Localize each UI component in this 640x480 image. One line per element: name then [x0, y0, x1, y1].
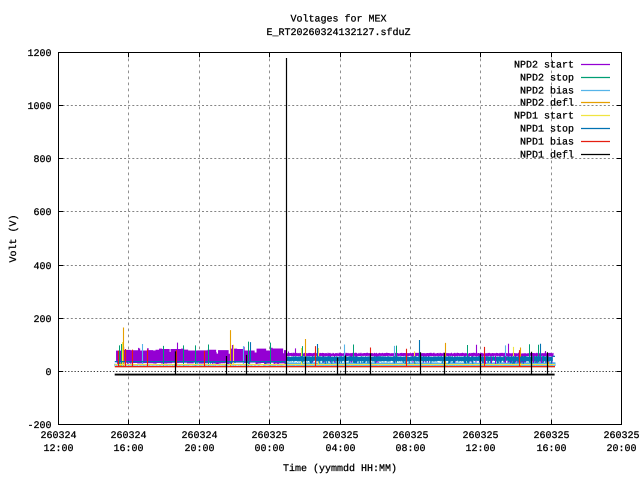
- svg-text:NPD1 bias: NPD1 bias: [520, 137, 574, 149]
- svg-text:400: 400: [33, 262, 51, 273]
- svg-text:NPD1 stop: NPD1 stop: [520, 125, 574, 136]
- svg-text:260325: 260325: [603, 431, 639, 442]
- svg-text:260324: 260324: [110, 431, 146, 442]
- svg-text:1000: 1000: [27, 102, 51, 113]
- svg-text:800: 800: [33, 155, 51, 166]
- svg-text:Time (yymmdd HH:MM): Time (yymmdd HH:MM): [283, 463, 397, 475]
- svg-text:NPD2 start: NPD2 start: [514, 61, 574, 72]
- svg-text:200: 200: [33, 315, 51, 326]
- svg-text:NPD2 stop: NPD2 stop: [520, 74, 574, 85]
- svg-text:08:00: 08:00: [395, 444, 425, 455]
- svg-text:260325: 260325: [251, 431, 287, 442]
- svg-text:E_RT20260324132127.sfduZ: E_RT20260324132127.sfduZ: [266, 27, 410, 39]
- svg-text:260325: 260325: [392, 431, 428, 442]
- svg-text:260324: 260324: [40, 431, 76, 442]
- svg-text:260324: 260324: [181, 431, 217, 442]
- svg-text:NPD1 defl: NPD1 defl: [520, 150, 574, 162]
- svg-text:NPD2 defl: NPD2 defl: [520, 98, 574, 110]
- svg-text:04:00: 04:00: [325, 444, 355, 455]
- svg-text:0: 0: [45, 368, 51, 379]
- svg-text:12:00: 12:00: [43, 444, 73, 455]
- svg-text:600: 600: [33, 208, 51, 219]
- svg-text:16:00: 16:00: [536, 444, 566, 455]
- svg-text:Volt (V): Volt (V): [8, 214, 20, 262]
- svg-text:12:00: 12:00: [465, 444, 495, 455]
- svg-text:260325: 260325: [462, 431, 498, 442]
- svg-text:16:00: 16:00: [113, 444, 143, 455]
- svg-text:NPD1 start: NPD1 start: [514, 112, 574, 123]
- svg-text:1200: 1200: [27, 49, 51, 60]
- svg-text:NPD2 bias: NPD2 bias: [520, 86, 574, 98]
- svg-text:-200: -200: [27, 421, 51, 432]
- svg-text:20:00: 20:00: [184, 444, 214, 455]
- svg-text:260325: 260325: [533, 431, 569, 442]
- svg-text:260325: 260325: [322, 431, 358, 442]
- svg-text:00:00: 00:00: [254, 444, 284, 455]
- svg-text:Voltages for MEX: Voltages for MEX: [290, 14, 386, 26]
- svg-text:20:00: 20:00: [606, 444, 636, 455]
